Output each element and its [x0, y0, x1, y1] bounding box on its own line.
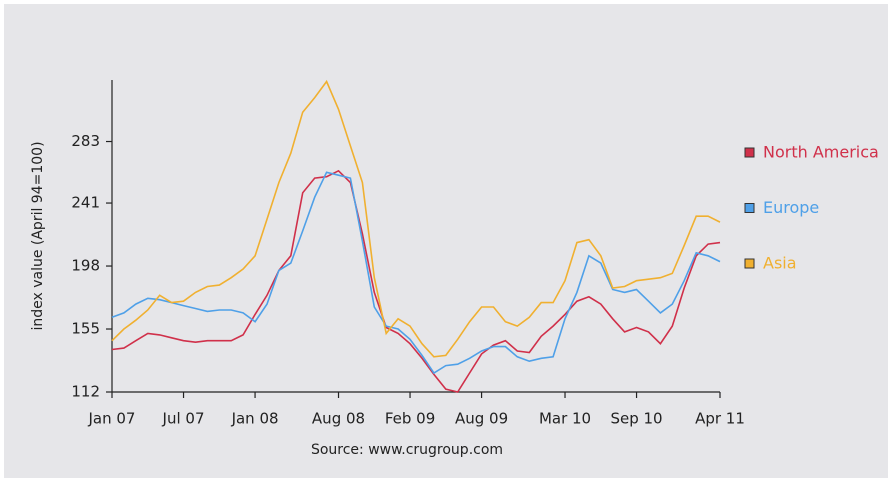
legend-swatch	[744, 147, 755, 158]
x-tick-label: Mar 10	[539, 410, 591, 428]
legend-swatch	[744, 203, 755, 213]
background	[4, 4, 888, 478]
x-tick-label: Jan 08	[231, 410, 279, 428]
series-line	[111, 79, 721, 358]
x-tick-label: Jan 07	[88, 410, 136, 428]
legend-label: Asia	[763, 254, 797, 273]
x-tick-label: Aug 09	[455, 410, 508, 428]
legend-swatch	[744, 258, 755, 269]
x-tick-label: Jul 07	[162, 410, 205, 428]
x-tick-label: Feb 09	[385, 410, 435, 428]
y-tick-label: 155	[71, 320, 100, 338]
x-tick-label: Sep 10	[610, 410, 662, 428]
series-line	[111, 171, 721, 375]
y-tick-label: 241	[71, 194, 100, 212]
series-line	[111, 169, 721, 393]
y-tick-label: 283	[71, 132, 100, 150]
legend-label: Europe	[763, 198, 819, 217]
y-tick-label: 198	[71, 257, 100, 275]
y-axis-label: index value (April 94=100)	[30, 141, 46, 330]
source: Source: www.crugroup.com	[311, 442, 503, 458]
x-tick-label: Aug 08	[312, 410, 365, 428]
x-tick-label: Apr 11	[695, 410, 745, 428]
legend-label: North America	[763, 143, 879, 162]
y-tick-label: 112	[71, 383, 100, 401]
